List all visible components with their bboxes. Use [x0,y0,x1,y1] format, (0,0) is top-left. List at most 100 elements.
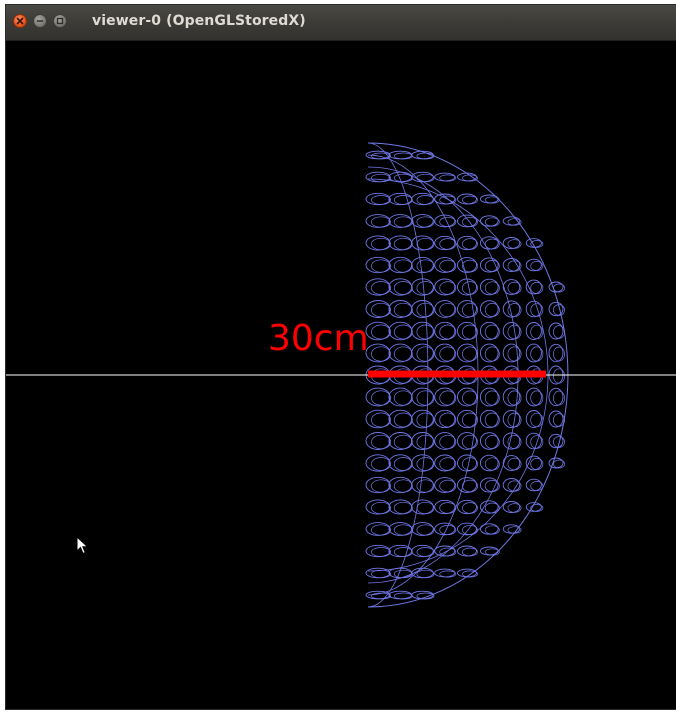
crystal-cell [462,238,478,250]
crystal-cell [388,522,413,536]
crystal-cell [439,502,457,514]
crystal-cell [479,278,499,296]
crystal-cell [365,522,391,536]
scale-bar-label: 30cm [268,318,369,359]
crystal-cell [365,387,391,407]
crystal-cell [457,568,477,578]
crystal-cell [548,322,564,340]
crystal-cell [411,432,434,450]
crystal-cell [553,346,565,362]
gl-viewport[interactable]: 30cm [6,41,676,709]
crystal-cell [371,524,391,536]
close-button[interactable] [13,14,27,28]
crystal-cell [365,278,391,296]
crystal-cell [507,303,522,317]
crystal-cell [553,368,565,384]
crystal-cell [479,236,499,250]
crystal-cell [457,409,477,429]
crystal-cell [371,390,391,406]
crystal-cell [479,300,499,318]
crystal-cell [416,412,435,428]
crystal-cell [439,434,457,450]
crystal-cell [365,432,391,450]
crystal-cell [416,547,435,557]
crystal-cell [525,300,542,318]
crystal-cell [502,432,521,450]
crystal-cell [479,523,499,535]
crystal-cell [411,476,434,494]
mouse-pointer-icon [76,536,89,555]
crystal-cell [434,257,456,273]
crystal-cell [365,454,391,472]
crystal-cell [530,303,544,317]
crystal-cell [530,481,544,491]
crystal-cell [416,479,435,493]
crystal-cell [439,324,457,340]
crystal-cell [479,477,499,493]
crystal-cell [388,387,413,407]
crystal-cell [502,300,521,318]
crystal-cell [411,192,434,206]
crystal-cell [416,237,435,251]
crystal-cell [416,501,435,515]
crystal-cell [462,390,478,406]
crystal-cell [457,172,477,182]
crystal-cell [393,412,413,428]
crystal-cell [525,432,542,450]
crystal-cell [457,387,477,407]
maximize-button[interactable] [53,14,67,28]
crystal-cell [479,343,499,363]
crystal-cell [393,259,413,273]
crystal-cell [416,434,435,450]
crystal-cell [393,457,413,471]
crystal-cell [365,499,391,515]
crystal-cell [416,216,435,228]
crystal-cell [548,457,564,469]
crystal-cell [434,300,456,318]
crystal-cell [507,324,522,340]
crystal-cell [548,387,564,407]
crystal-cell [484,525,500,535]
crystal-cell [434,432,456,450]
crystal-cell [462,216,478,228]
crystal-cell [507,526,522,534]
crystal-cell [371,412,391,428]
crystal-cell [439,238,457,250]
crystal-cell [434,409,456,429]
crystal-cell [553,390,565,406]
crystal-cell [388,235,413,251]
minimize-button[interactable] [33,14,47,28]
crystal-cell [502,409,521,429]
crystal-cell [525,258,542,272]
crystal-cell [530,346,544,362]
crystal-cell [434,172,456,182]
crystal-cell [365,409,391,429]
crystal-cell [462,434,478,450]
crystal-cell [371,547,391,557]
crystal-cell [434,214,456,228]
crystal-cell [553,283,565,293]
crystal-cell [411,300,434,318]
crystal-cell [530,390,544,406]
crystal-cell [393,152,413,160]
crystal-cell [439,195,457,205]
crystal-cell [507,281,522,295]
crystal-cell [439,174,457,182]
crystal-cell [462,457,478,471]
crystal-cell [434,454,456,472]
scene-canvas[interactable] [6,41,676,709]
crystal-cell [434,235,456,251]
crystal-cell [371,216,391,228]
crystal-cell [371,237,391,251]
crystal-cell [371,324,391,340]
crystal-cell [393,216,413,228]
crystal-cell [393,195,413,205]
crystal-cell [484,435,500,449]
minimize-icon [36,20,44,22]
crystal-cell [507,218,522,226]
crystal-cell [553,436,565,448]
crystal-cell [479,387,499,407]
crystal-cell [462,302,478,318]
crystal-cell [365,192,391,206]
title-bar[interactable]: viewer-0 (OpenGLStoredX) [6,5,676,41]
